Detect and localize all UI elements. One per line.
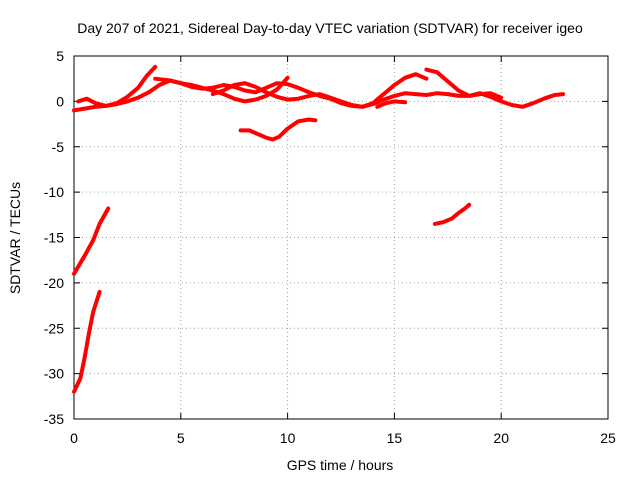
series-arc-2 — [72, 289, 102, 394]
y-tick-label: 5 — [56, 48, 64, 64]
x-tick-label: 15 — [387, 430, 403, 446]
y-tick-label: -35 — [44, 411, 64, 427]
x-tick-label: 10 — [280, 430, 296, 446]
y-tick-label: -5 — [52, 139, 65, 155]
series-arc-5 — [153, 75, 290, 104]
y-tick-label: -30 — [44, 366, 64, 382]
x-axis-label: GPS time / hours — [287, 457, 394, 473]
series-arc-10 — [433, 202, 472, 226]
y-tick-label: 0 — [56, 93, 64, 109]
y-tick-label: -20 — [44, 275, 64, 291]
y-tick-label: -15 — [44, 230, 64, 246]
y-axis-label: SDTVAR / TECUs — [7, 182, 23, 294]
x-axis-ticks: 0 5 10 15 20 25 — [70, 56, 616, 446]
x-tick-label: 5 — [177, 430, 185, 446]
series-arc-9 — [424, 67, 504, 100]
series-arc-1 — [72, 206, 111, 276]
x-tick-label: 20 — [493, 430, 509, 446]
data-traces — [72, 64, 566, 394]
chart-title: Day 207 of 2021, Sidereal Day-to-day VTE… — [77, 20, 583, 36]
grid-lines — [74, 56, 608, 419]
y-axis-ticks: 5 0 -5 -10 -15 -20 -25 -30 -35 — [44, 48, 608, 427]
x-tick-label: 25 — [600, 430, 616, 446]
series-arc-7 — [238, 117, 318, 142]
series-arc-8 — [375, 99, 408, 109]
series-arc-4 — [76, 64, 158, 108]
y-tick-label: -10 — [44, 184, 64, 200]
x-tick-label: 0 — [70, 430, 78, 446]
series-arc-6 — [210, 72, 429, 109]
y-tick-label: -25 — [44, 320, 64, 336]
